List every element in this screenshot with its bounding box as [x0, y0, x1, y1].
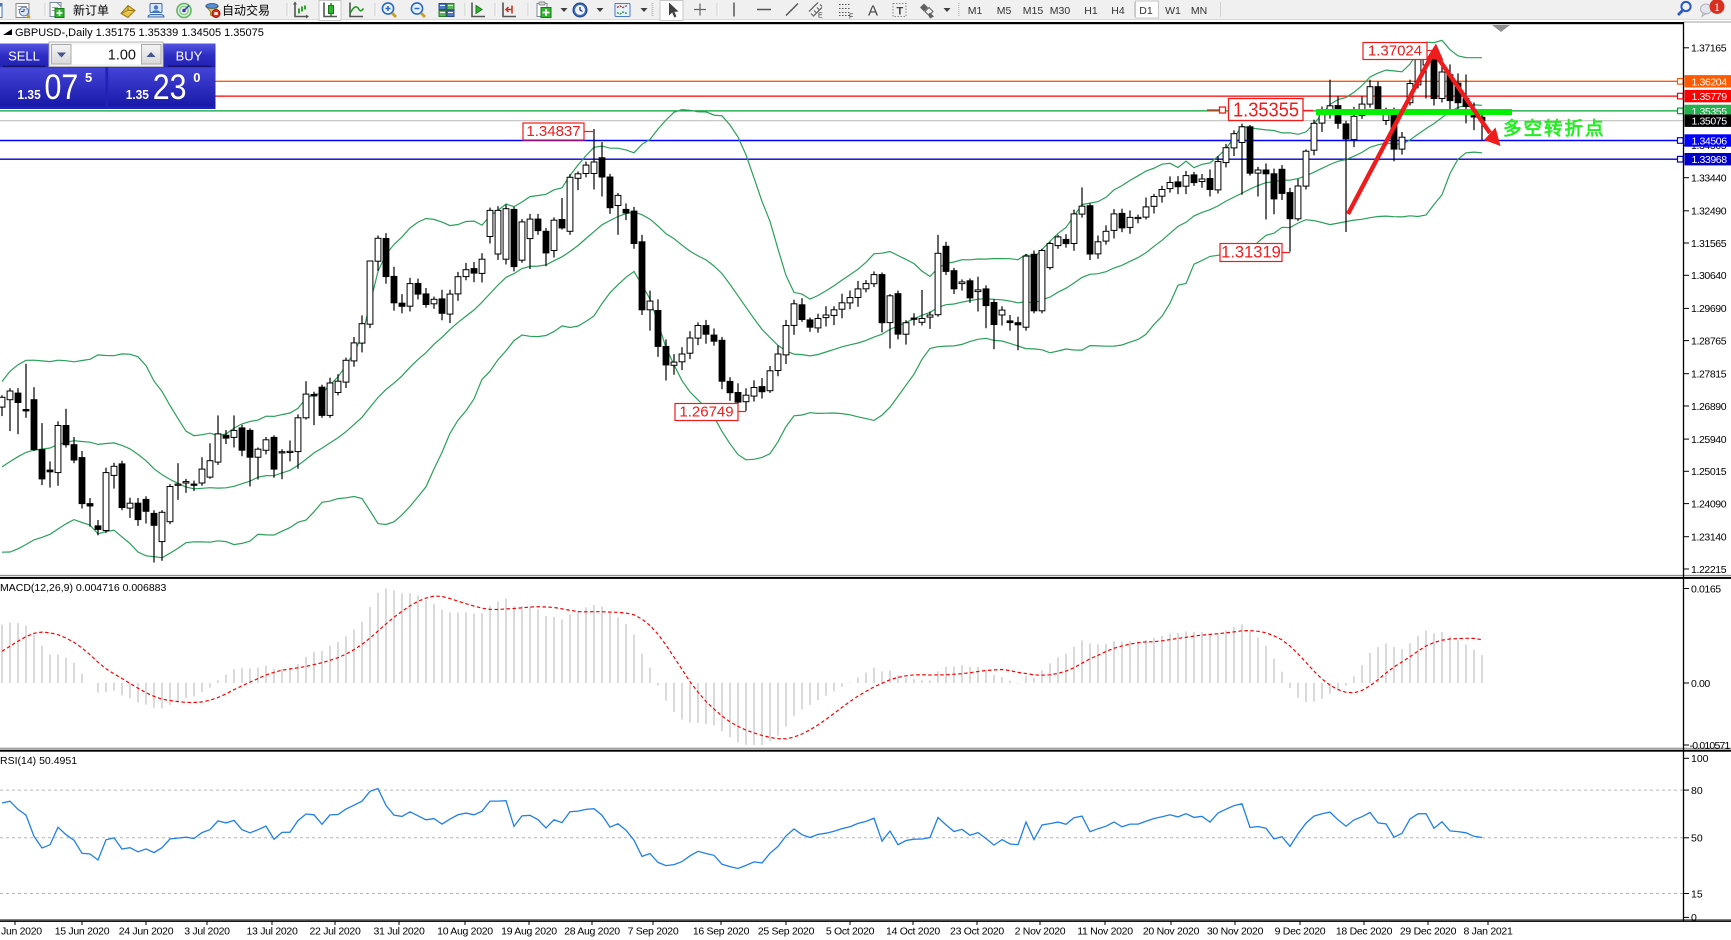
svg-text:1.35: 1.35: [18, 87, 41, 102]
svg-text:1.24090: 1.24090: [1691, 498, 1727, 510]
svg-text:M30: M30: [1050, 5, 1071, 17]
svg-text:1.34506: 1.34506: [1692, 136, 1728, 148]
svg-text:22 Jul 2020: 22 Jul 2020: [310, 926, 361, 938]
svg-text:MN: MN: [1191, 5, 1207, 17]
svg-text:1.22215: 1.22215: [1691, 564, 1727, 576]
svg-text:15 Jun 2020: 15 Jun 2020: [55, 926, 110, 938]
svg-text:MACD(12,26,9) 0.004716 0.00688: MACD(12,26,9) 0.004716 0.006883: [0, 582, 167, 594]
svg-text:D1: D1: [1139, 5, 1153, 17]
svg-text:50: 50: [1691, 833, 1703, 845]
svg-text:0: 0: [1691, 912, 1697, 924]
svg-text:1: 1: [1714, 0, 1720, 14]
svg-text:RSI(14) 50.4951: RSI(14) 50.4951: [0, 755, 77, 767]
svg-text:5 Oct 2020: 5 Oct 2020: [826, 926, 875, 938]
svg-text:29 Dec 2020: 29 Dec 2020: [1400, 926, 1457, 938]
svg-text:16 Sep 2020: 16 Sep 2020: [693, 926, 750, 938]
svg-text:7 Sep 2020: 7 Sep 2020: [628, 926, 679, 938]
svg-text:23: 23: [153, 68, 187, 107]
svg-text:07: 07: [45, 68, 79, 107]
svg-text:5: 5: [85, 70, 92, 85]
svg-text:1.35779: 1.35779: [1692, 91, 1728, 103]
svg-text:多空转折点: 多空转折点: [1503, 118, 1606, 139]
svg-text:1.30640: 1.30640: [1691, 270, 1727, 282]
svg-text:1.36204: 1.36204: [1692, 76, 1728, 88]
svg-text:0.00: 0.00: [1691, 678, 1710, 690]
svg-text:1.35: 1.35: [126, 87, 149, 102]
svg-text:100: 100: [1691, 753, 1709, 765]
svg-text:10 Aug 2020: 10 Aug 2020: [437, 926, 493, 938]
svg-text:15: 15: [1691, 888, 1703, 900]
svg-text:14 Oct 2020: 14 Oct 2020: [886, 926, 940, 938]
svg-text:新订单: 新订单: [73, 3, 109, 18]
svg-text:2 Nov 2020: 2 Nov 2020: [1015, 926, 1066, 938]
svg-text:28 Aug 2020: 28 Aug 2020: [564, 926, 620, 938]
svg-text:A: A: [868, 3, 878, 20]
svg-text:1.25015: 1.25015: [1691, 466, 1727, 478]
svg-text:0.0165: 0.0165: [1691, 583, 1721, 595]
svg-text:31 Jul 2020: 31 Jul 2020: [374, 926, 425, 938]
svg-text:1.26749: 1.26749: [679, 403, 733, 420]
svg-text:1.23140: 1.23140: [1691, 532, 1727, 544]
svg-text:0: 0: [193, 70, 200, 85]
svg-text:1.34837: 1.34837: [526, 123, 580, 140]
svg-text:1.32490: 1.32490: [1691, 206, 1727, 218]
svg-text:W1: W1: [1165, 5, 1181, 17]
svg-text:1.28765: 1.28765: [1691, 335, 1727, 347]
svg-text:1.00: 1.00: [108, 48, 136, 64]
svg-text:M15: M15: [1023, 5, 1044, 17]
svg-text:1.35355: 1.35355: [1233, 100, 1299, 122]
svg-text:T: T: [897, 6, 904, 18]
svg-text:25 Sep 2020: 25 Sep 2020: [758, 926, 815, 938]
svg-text:18 Dec 2020: 18 Dec 2020: [1336, 926, 1393, 938]
svg-text:1.31319: 1.31319: [1221, 243, 1281, 261]
svg-text:11 Nov 2020: 11 Nov 2020: [1077, 926, 1133, 938]
svg-text:9 Dec 2020: 9 Dec 2020: [1275, 926, 1326, 938]
svg-text:8 Jan 2021: 8 Jan 2021: [1464, 926, 1513, 938]
svg-text:Jun 2020: Jun 2020: [1, 926, 42, 938]
svg-text:1.37165: 1.37165: [1691, 43, 1727, 55]
svg-text:1.25940: 1.25940: [1691, 434, 1727, 446]
svg-text:1.37024: 1.37024: [1368, 42, 1422, 59]
svg-text:自动交易: 自动交易: [222, 3, 270, 18]
svg-text:1.33440: 1.33440: [1691, 173, 1727, 185]
svg-text:19 Aug 2020: 19 Aug 2020: [501, 926, 557, 938]
svg-text:3 Jul 2020: 3 Jul 2020: [184, 926, 230, 938]
svg-text:BUY: BUY: [176, 49, 203, 64]
svg-text:1.29690: 1.29690: [1691, 303, 1727, 315]
svg-text:1.26890: 1.26890: [1691, 401, 1727, 413]
svg-text:80: 80: [1691, 785, 1703, 797]
svg-text:F: F: [849, 14, 853, 21]
svg-text:-0.010571: -0.010571: [1690, 740, 1731, 752]
svg-text:SELL: SELL: [8, 49, 40, 64]
svg-text:1.33968: 1.33968: [1692, 154, 1728, 166]
svg-text:1.31565: 1.31565: [1691, 238, 1727, 250]
svg-text:E: E: [818, 13, 823, 20]
svg-text:GBPUSD-,Daily 1.35175 1.35339: GBPUSD-,Daily 1.35175 1.35339 1.34505 1.…: [15, 27, 264, 39]
svg-text:1.35075: 1.35075: [1692, 116, 1728, 128]
svg-text:23 Oct 2020: 23 Oct 2020: [950, 926, 1004, 938]
svg-text:13 Jul 2020: 13 Jul 2020: [247, 926, 298, 938]
svg-text:1.27815: 1.27815: [1691, 369, 1727, 381]
svg-text:H4: H4: [1111, 5, 1125, 17]
svg-text:24 Jun 2020: 24 Jun 2020: [119, 926, 174, 938]
svg-text:M1: M1: [968, 5, 983, 17]
svg-text:20 Nov 2020: 20 Nov 2020: [1143, 926, 1200, 938]
svg-text:M5: M5: [997, 5, 1012, 17]
svg-text:H1: H1: [1084, 5, 1098, 17]
svg-text:30 Nov 2020: 30 Nov 2020: [1207, 926, 1264, 938]
